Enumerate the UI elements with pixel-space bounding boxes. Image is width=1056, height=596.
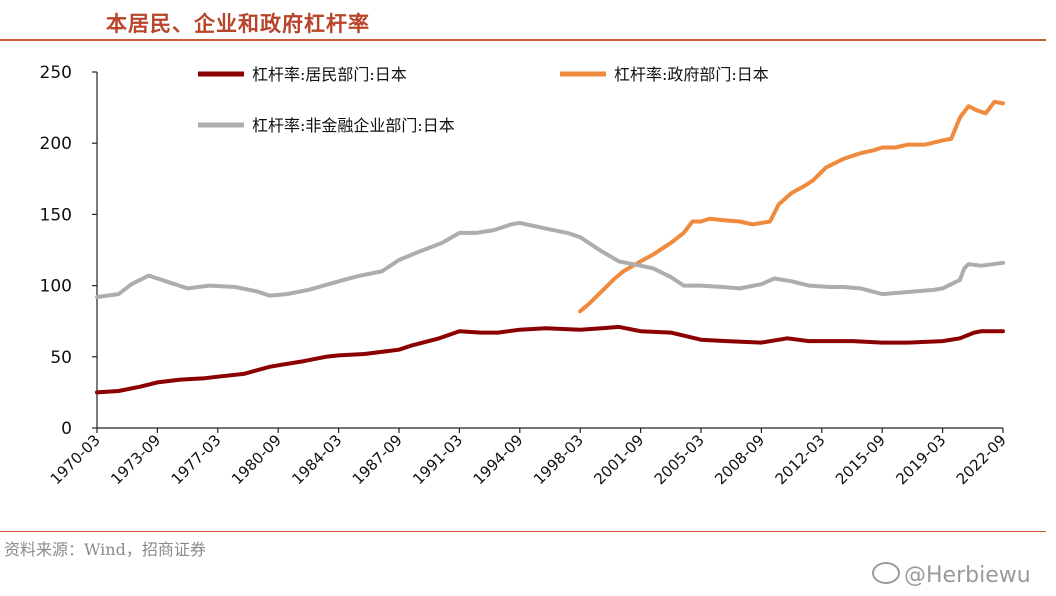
- legend-label-0: 杠杆率:居民部门:日本: [252, 65, 407, 84]
- x-tick-label: 1991-03: [409, 431, 466, 488]
- x-tick-label: 1977-03: [168, 431, 225, 488]
- y-tick-label: 250: [40, 63, 72, 83]
- legend-label-1: 杠杆率:政府部门:日本: [614, 65, 769, 84]
- x-tick-label: 1973-09: [107, 431, 164, 488]
- weibo-icon: [872, 562, 900, 584]
- y-tick-label: 200: [40, 134, 72, 154]
- source-note: 资料来源：Wind，招商证券: [4, 540, 206, 559]
- x-tick-label: 1994-09: [470, 431, 527, 488]
- chart-axes: 0 50 100 150 200 250 1970-03 1973-09 1977-03 1980…: [40, 63, 1010, 488]
- series-line-1: [578, 99, 1005, 314]
- x-tick-label: 2001-09: [590, 431, 647, 488]
- watermark-text: @Herbiewu: [904, 563, 1031, 588]
- series-line-0: [95, 324, 1005, 395]
- x-tick-label: 1987-09: [349, 431, 406, 488]
- chart-title: 本居民、企业和政府杠杆率: [106, 11, 370, 36]
- legend-label-2: 杠杆率:非金融企业部门:日本: [252, 116, 455, 135]
- line-chart: 0 50 100 150 200 250 1970-03 1973-09 1977-03 1980…: [40, 63, 1010, 488]
- chart-series: [95, 99, 1005, 395]
- footer-divider: [0, 531, 1046, 532]
- y-tick-label: 150: [40, 205, 72, 225]
- x-tick-label: 1970-03: [47, 431, 104, 488]
- y-tick-label: 100: [40, 277, 72, 297]
- series-line-2: [95, 220, 1005, 299]
- watermark: @Herbiewu: [872, 562, 1031, 588]
- y-tick-label: 0: [61, 419, 72, 439]
- x-tick-label: 2005-03: [651, 431, 708, 488]
- title-divider: [0, 39, 1046, 41]
- x-tick-label: 1984-03: [288, 431, 345, 488]
- x-tick-label: 2012-03: [772, 431, 829, 488]
- x-tick-label: 2008-09: [711, 431, 768, 488]
- x-tick-label: 1980-09: [228, 431, 285, 488]
- x-tick-label: 2022-09: [953, 431, 1010, 488]
- x-tick-label: 2015-09: [832, 431, 889, 488]
- x-tick-label: 1998-03: [530, 431, 587, 488]
- y-tick-label: 50: [50, 348, 72, 368]
- x-tick-label: 2019-03: [892, 431, 949, 488]
